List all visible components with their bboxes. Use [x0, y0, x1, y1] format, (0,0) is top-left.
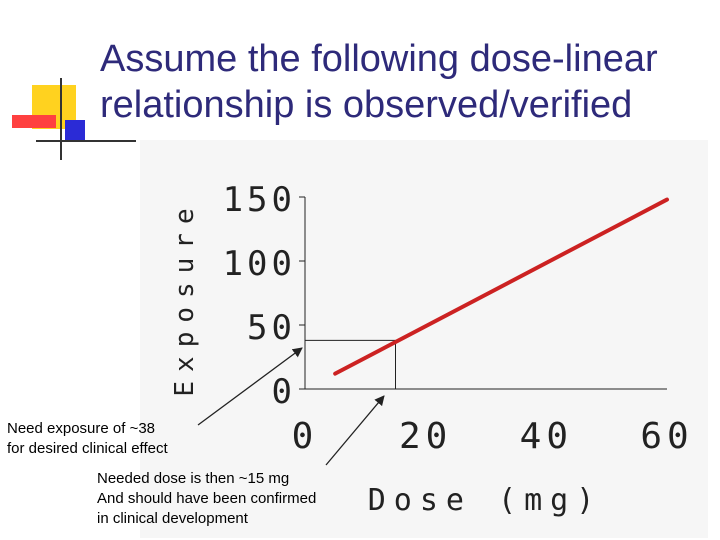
dose-callout-line-2: And should have been confirmed [97, 490, 317, 507]
dose-exposure-line-0 [333, 197, 669, 376]
y-axis-label: Exposure [170, 199, 200, 396]
deco-vertical-line [60, 78, 62, 160]
dose-callout-line-1: Needed dose is then ~15 mg [97, 470, 290, 487]
deco-red-bar [12, 115, 56, 128]
slide-title-line-2: relationship is observed/verified [100, 84, 633, 126]
x-axis-label: Dose (mg) [368, 483, 603, 518]
x-tick-label: 60 [640, 416, 693, 457]
chart-panel [140, 140, 708, 538]
y-tick-label: 50 [247, 308, 296, 348]
y-tick-label: 150 [223, 180, 296, 220]
series-group [197, 197, 669, 466]
slide-title-line-1: Assume the following dose-linear [100, 38, 658, 80]
deco-blue-square [65, 120, 85, 140]
reference-lines [305, 339, 396, 389]
exposure-callout-line-1: Need exposure of ~38 [7, 420, 156, 437]
exposure-callout: Need exposure of ~38 for desired clinica… [7, 419, 168, 459]
slide-title: Assume the following dose-linear relatio… [100, 36, 710, 128]
dose-callout-line-3: in clinical development [97, 510, 248, 527]
exposure-callout-line-2: for desired clinical effect [7, 440, 168, 457]
dose-callout: Needed dose is then ~15 mg And should ha… [97, 469, 316, 529]
ticks-group: 0 50 100 150 0 20 40 60 [223, 180, 693, 457]
dose-arrow [325, 395, 385, 466]
y-tick-label: 0 [272, 372, 296, 412]
x-tick-label: 0 [292, 416, 319, 457]
exposure-arrow [197, 347, 303, 426]
deco-horizontal-line [36, 140, 136, 142]
axes-group [304, 197, 667, 390]
x-tick-label: 40 [520, 416, 573, 457]
x-tick-label: 20 [399, 416, 452, 457]
y-tick-label: 100 [223, 244, 296, 284]
